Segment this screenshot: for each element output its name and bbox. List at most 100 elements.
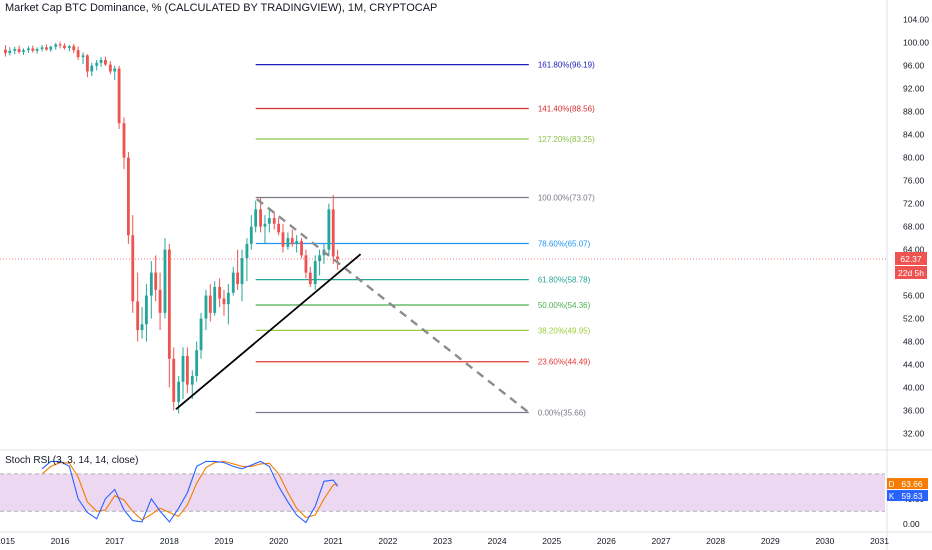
y-tick-label: 64.00 [903,245,925,255]
stoch-d-tag [887,478,896,490]
candle-body [185,355,189,385]
candle-body [35,49,39,51]
x-tick-label: 2030 [815,536,834,546]
x-tick-label: 2018 [160,536,179,546]
y-tick-label: 32.00 [903,429,925,439]
candle-body [331,209,335,257]
candle-body [249,226,253,244]
stoch-d-badge [896,478,928,490]
y-tick-label: 88.00 [903,107,925,117]
candle-body [286,238,290,247]
candle-body [108,64,112,72]
y-tick-label: 80.00 [903,153,925,163]
last-price-label: 62.37 [900,254,922,264]
x-tick-label: 2024 [488,536,507,546]
fib-level-label: 78.60%(65.07) [538,239,591,248]
candle-body [240,258,244,285]
candle-body [158,289,162,313]
candle-body [144,295,148,325]
candle-body [76,50,80,58]
candle-body [126,157,130,236]
candle-body [177,381,181,402]
candle-body [63,45,66,48]
candle-body [327,209,331,250]
candle-body [277,223,281,233]
candle-body [290,238,294,244]
candle-body [208,295,212,313]
candle-body [213,286,217,313]
fib-level-label: 161.80%(96.19) [538,61,595,70]
candle-body [226,292,230,305]
candle-body [13,49,17,51]
candle-body [140,324,144,331]
y-tick-label: 76.00 [903,176,925,186]
candle-body [54,44,58,47]
candle-body [172,358,176,402]
candle-body [131,235,135,302]
countdown-badge [895,265,927,279]
candle-body [122,123,126,158]
candle-body [154,272,158,290]
candle-body [308,272,312,285]
candle-body [300,240,303,256]
fib-level-label: 141.40%(88.56) [538,104,595,113]
candle-body [190,376,194,385]
candle-body [117,68,121,124]
x-tick-label: 2022 [378,536,397,546]
candle-body [81,55,85,58]
candle-body [222,298,226,305]
candle-body [72,46,76,51]
fib-level-label: 100.00%(73.07) [538,193,595,202]
y-tick-label: 40.00 [903,383,925,393]
support-trendline [175,253,362,411]
candle-body [26,48,30,51]
y-tick-label: 52.00 [903,314,925,324]
candle-body [254,209,258,227]
candle-body [313,261,317,285]
candle-body [167,249,171,359]
fib-level-label: 127.20%(83.25) [538,135,595,144]
candle-body [104,59,107,65]
candle-body [199,318,203,351]
candle-body [204,295,208,319]
stoch-d-line [41,460,338,521]
y-tick-label: 48.00 [903,337,925,347]
y-tick-label: 104.00 [903,15,929,25]
candle-body [318,255,321,262]
candle-body [90,65,94,72]
stoch-k-badge [896,490,928,502]
y-tick-label: 84.00 [903,130,925,140]
candle-body [267,218,271,224]
y-tick-label: 72.00 [903,199,925,209]
x-tick-label: 2016 [51,536,70,546]
fib-level-label: 50.00%(54.36) [538,301,591,310]
candle-body [281,232,285,247]
x-tick-label: 2015 [0,536,15,546]
candle-body [263,223,267,227]
candle-body [99,59,103,63]
candle-body [149,272,153,296]
candle-body [85,55,89,72]
candle-body [40,47,44,50]
stoch-k-value: 59.63 [901,491,923,501]
y-tick-label: 44.00 [903,360,925,370]
oscillator-title: Stoch RSI (3, 3, 14, 14, close) [5,455,139,466]
stoch-band [0,473,885,512]
stoch-k-tag-label: K [889,492,895,501]
y-tick-label: 100.00 [903,38,929,48]
candle-body [17,49,21,52]
fib-level-label: 23.60%(44.49) [538,358,591,367]
x-tick-label: 2026 [597,536,616,546]
countdown-label: 22d 5h [898,268,924,278]
fib-level-label: 61.80%(58.78) [538,276,591,285]
candle-body [336,256,340,259]
y-tick-label: 96.00 [903,61,925,71]
candle-body [31,48,35,51]
y-tick-label: 36.00 [903,406,925,416]
candle-body [236,272,240,285]
x-tick-label: 2019 [215,536,234,546]
x-tick-label: 2029 [761,536,780,546]
x-tick-label: 2028 [706,536,725,546]
candle-body [136,301,140,331]
